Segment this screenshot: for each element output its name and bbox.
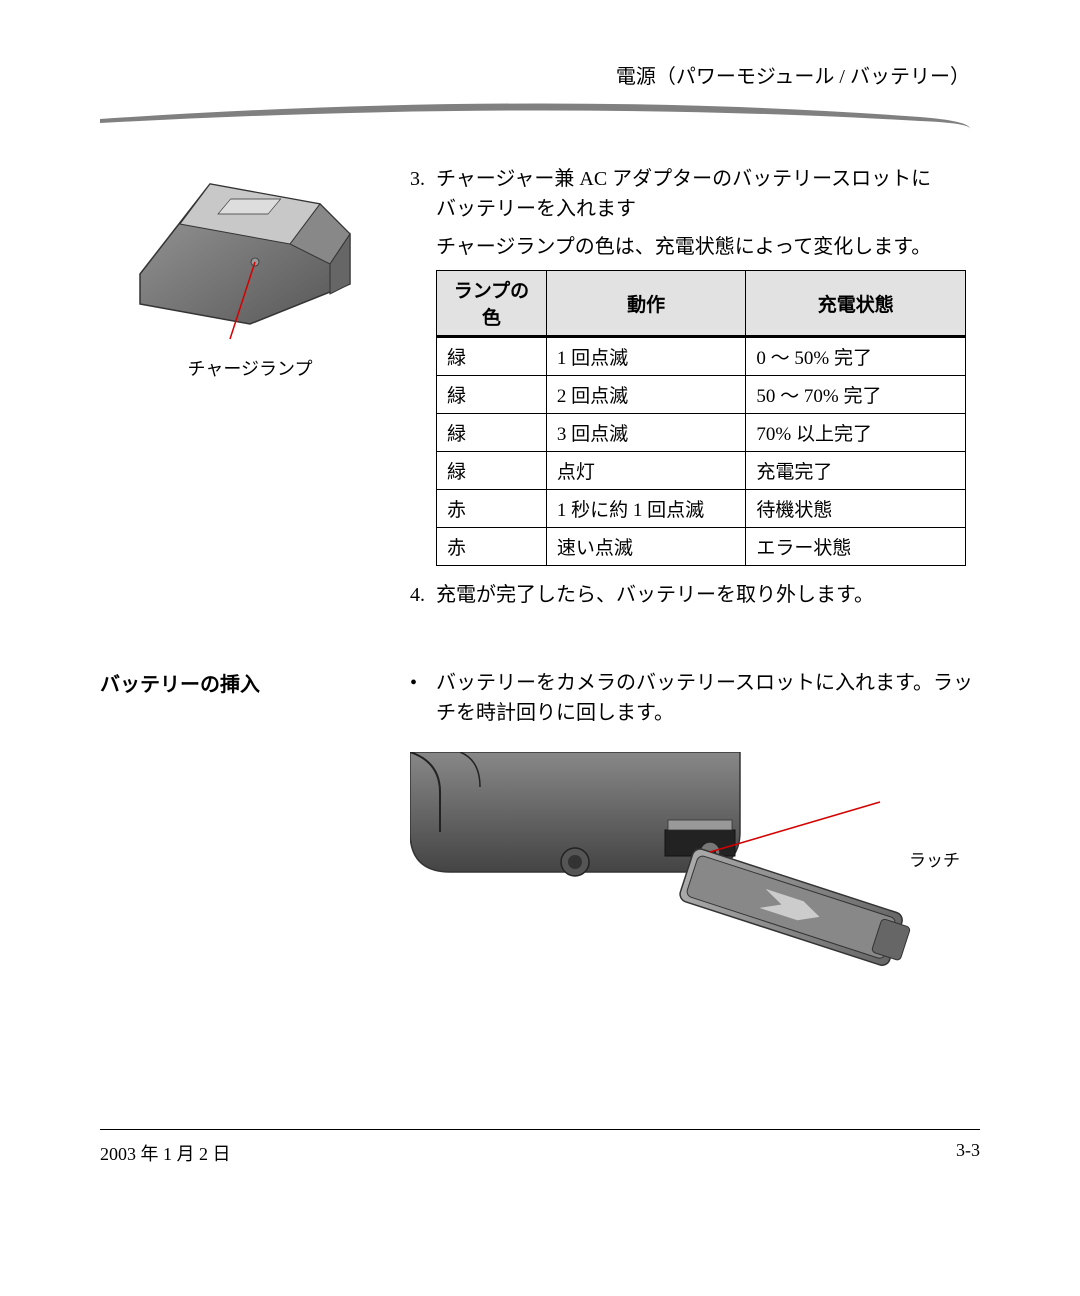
table-row: 赤1 秒に約 1 回点滅待機状態 xyxy=(437,490,966,528)
battery-insert-bullet: • バッテリーをカメラのバッテリースロットに入れます。ラッ チを時計回りに回しま… xyxy=(410,668,990,728)
step-4-num: 4. xyxy=(410,580,436,610)
latch-label: ラッチ xyxy=(909,846,960,871)
table-cell: 緑 xyxy=(437,414,547,452)
table-cell: 緑 xyxy=(437,337,547,376)
table-cell: 1 回点滅 xyxy=(546,337,746,376)
table-cell: 3 回点滅 xyxy=(546,414,746,452)
battery-insert-text-2: チを時計回りに回します。 xyxy=(436,702,674,724)
th-lamp-color: ランプの色 xyxy=(437,271,547,337)
table-row: 緑1 回点滅0 ～ 50% 完了 xyxy=(437,337,966,376)
footer-page-number: 3-3 xyxy=(956,1140,980,1166)
step-3-text-1: チャージャー兼 AC アダプターのバッテリースロットに xyxy=(436,168,931,190)
page-header-title: 電源（パワーモジュール / バッテリー） xyxy=(100,60,980,89)
step-4: 4.充電が完了したら、バッテリーを取り外します。 xyxy=(410,580,980,610)
th-status: 充電状態 xyxy=(746,271,966,337)
table-cell: 点灯 xyxy=(546,452,746,490)
table-cell: 赤 xyxy=(437,528,547,566)
battery-insert-text-1: バッテリーをカメラのバッテリースロットに入れます。ラッ xyxy=(436,672,973,694)
table-cell: 緑 xyxy=(437,376,547,414)
table-row: 緑3 回点滅70% 以上完了 xyxy=(437,414,966,452)
subsection-battery-insert-title: バッテリーの挿入 xyxy=(100,668,410,697)
table-cell: 50 ～ 70% 完了 xyxy=(746,376,966,414)
table-cell: エラー状態 xyxy=(746,528,966,566)
table-cell: 速い点滅 xyxy=(546,528,746,566)
step-3-text-2: バッテリーを入れます xyxy=(410,198,636,220)
charger-illustration: チャージランプ xyxy=(120,164,380,381)
table-cell: 1 秒に約 1 回点滅 xyxy=(546,490,746,528)
table-cell: 緑 xyxy=(437,452,547,490)
table-row: 緑点灯充電完了 xyxy=(437,452,966,490)
bullet-dot: • xyxy=(410,668,436,728)
table-cell: 2 回点滅 xyxy=(546,376,746,414)
footer-date: 2003 年 1 月 2 日 xyxy=(100,1140,231,1166)
step-3-note: チャージランプの色は、充電状態によって変化します。 xyxy=(410,232,980,262)
table-cell: 待機状態 xyxy=(746,490,966,528)
table-cell: 0 ～ 50% 完了 xyxy=(746,337,966,376)
header-swoosh xyxy=(100,99,980,139)
table-row: 緑2 回点滅50 ～ 70% 完了 xyxy=(437,376,966,414)
charge-status-table: ランプの色 動作 充電状態 緑1 回点滅0 ～ 50% 完了緑2 回点滅50 ～… xyxy=(436,270,966,566)
charge-lamp-label: チャージランプ xyxy=(120,355,380,381)
table-row: 赤速い点滅エラー状態 xyxy=(437,528,966,566)
step-4-text: 充電が完了したら、バッテリーを取り外します。 xyxy=(436,584,874,606)
table-cell: 赤 xyxy=(437,490,547,528)
step-3: 3.チャージャー兼 AC アダプターのバッテリースロットに バッテリーを入れます xyxy=(410,164,980,224)
th-action: 動作 xyxy=(546,271,746,337)
table-cell: 70% 以上完了 xyxy=(746,414,966,452)
page-footer: 2003 年 1 月 2 日 3-3 xyxy=(100,1129,980,1166)
table-cell: 充電完了 xyxy=(746,452,966,490)
camera-illustration: ラッチ xyxy=(410,752,990,1037)
step-3-num: 3. xyxy=(410,164,436,194)
